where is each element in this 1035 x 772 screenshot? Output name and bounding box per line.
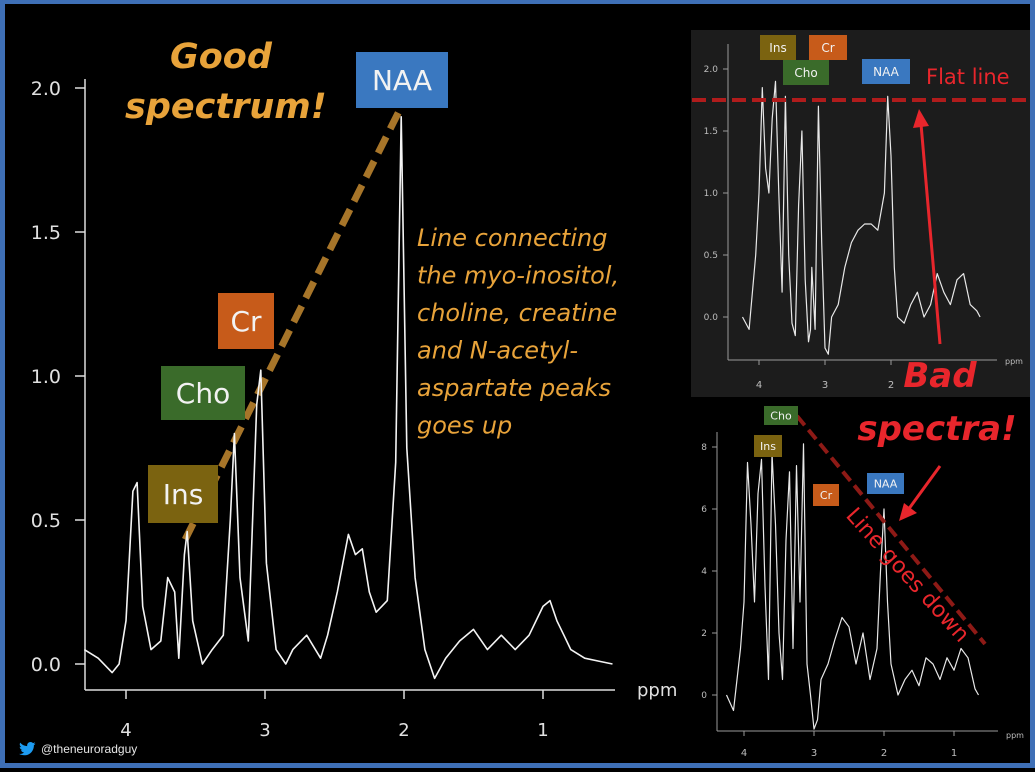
heading-line: Good	[170, 37, 273, 77]
tr-x-tick-label: 2	[888, 380, 894, 391]
br-y-tick-label: 4	[701, 567, 707, 577]
peak-label-ins-box	[148, 465, 218, 523]
bad-spectra-group: Bad spectra!	[857, 356, 1017, 521]
caption-line: choline, creatine	[417, 299, 617, 327]
br-peak-label-cho-box	[764, 406, 798, 425]
tr-x-axis-title: ppm	[1005, 357, 1023, 366]
br-y-tick-label: 0	[701, 691, 707, 701]
main-spectrum-chart: 0.0 0.5 1.0 1.5 2.0 4 3 2 1 ppm Ins Cho Cr NAA Good spe…	[31, 30, 1030, 759]
flat-arrow-shaft	[919, 123, 942, 345]
main-chart-group: 0.0 0.5 1.0 1.5 2.0 4 3 2 1 ppm Ins Cho Cr NAA Good spe…	[31, 37, 678, 741]
br-peak-label-naa-box	[867, 473, 904, 494]
x-tick-label: 2	[398, 720, 409, 741]
heading-line: spectrum!	[125, 87, 327, 127]
y-tick-label: 1.0	[31, 366, 61, 388]
br-spectrum-line	[725, 443, 980, 730]
bad-arrow-head	[899, 503, 917, 521]
caption-line: aspartate peaks	[417, 374, 611, 402]
peak-label-cho-box	[161, 366, 245, 420]
peak-label-ins: Ins	[163, 478, 204, 511]
bottom-right-chart-group: 0 2 4 6 8 4 3 2 1 ppm Line goes down Cho Ins Cr NAA	[701, 406, 1024, 759]
y-tick-label: 0.5	[31, 510, 61, 532]
tr-peak-label-naa: NAA	[873, 65, 900, 79]
tr-peak-label-cr-box	[809, 35, 847, 60]
br-x-tick-label: 3	[811, 748, 817, 759]
tr-y-tick-label: 1.5	[704, 127, 718, 137]
tr-x-tick-label: 4	[756, 380, 762, 391]
tr-peak-label-naa-box	[862, 59, 910, 84]
x-tick-label: 3	[259, 720, 270, 741]
br-y-tick-label: 2	[701, 629, 707, 639]
tr-peak-label-ins-box	[760, 35, 796, 60]
bad-label-line: spectra!	[857, 409, 1016, 449]
x-axis-title: ppm	[637, 680, 677, 701]
line-goes-down-label: Line goes down	[841, 503, 974, 647]
peak-label-naa: NAA	[372, 64, 432, 97]
tr-y-tick-label: 0.0	[704, 313, 719, 323]
flat-arrow-head	[913, 109, 929, 128]
tr-y-tick-label: 1.0	[704, 189, 719, 199]
peak-label-cr: Cr	[230, 305, 262, 338]
caption-line: goes up	[417, 412, 512, 440]
y-tick-label: 2.0	[31, 78, 61, 100]
br-x-tick-label: 2	[881, 748, 887, 759]
peak-label-naa-box	[356, 52, 448, 108]
main-spectrum-line	[83, 116, 613, 680]
tr-peak-label-cho: Cho	[794, 66, 817, 80]
br-x-tick-label: 4	[741, 748, 747, 759]
tr-y-tick-label: 2.0	[704, 65, 719, 75]
bad-arrow-shaft	[906, 465, 942, 511]
br-peak-label-ins-box	[754, 435, 782, 457]
br-peak-label-naa: NAA	[874, 477, 898, 490]
y-tick-label: 0.0	[31, 654, 61, 676]
x-tick-label: 1	[537, 720, 548, 741]
falling-dashed-line	[795, 414, 987, 646]
y-tick-label: 1.5	[31, 222, 61, 244]
br-peak-label-ins: Ins	[760, 440, 776, 453]
x-tick-label: 4	[120, 720, 131, 741]
br-peak-label-cr-box	[813, 484, 839, 506]
flat-line-label: Flat line	[926, 65, 1010, 89]
credit: @theneuroradguy	[19, 742, 137, 756]
tr-peak-label-ins: Ins	[769, 41, 786, 55]
br-y-tick-label: 8	[701, 443, 707, 453]
caption-line: the myo-inositol,	[417, 262, 619, 290]
br-peak-label-cr: Cr	[820, 489, 833, 502]
caption-line: Line connecting	[417, 224, 607, 252]
peak-label-cho: Cho	[176, 377, 230, 410]
br-x-tick-label: 1	[951, 748, 957, 759]
tr-spectrum-line	[741, 80, 981, 355]
br-x-axis-title: ppm	[1006, 731, 1024, 740]
twitter-bird-icon	[19, 742, 36, 756]
caption-line: and N-acetyl-	[417, 337, 578, 365]
br-y-tick-label: 6	[701, 505, 707, 515]
top-right-chart-group: 0.0 0.5 1.0 1.5 2.0 4 3 2 ppm Flat line Ins Cr Cho NA…	[691, 30, 1030, 397]
tr-peak-label-cr: Cr	[821, 41, 834, 55]
top-right-panel	[691, 30, 1030, 397]
credit-handle: @theneuroradguy	[41, 742, 138, 756]
tr-x-tick-label: 3	[822, 380, 828, 391]
peak-label-cr-box	[218, 293, 274, 349]
tr-y-tick-label: 0.5	[704, 251, 718, 261]
br-peak-label-cho: Cho	[770, 409, 792, 422]
tr-peak-label-cho-box	[783, 60, 829, 85]
bad-label-line: Bad	[903, 356, 977, 396]
